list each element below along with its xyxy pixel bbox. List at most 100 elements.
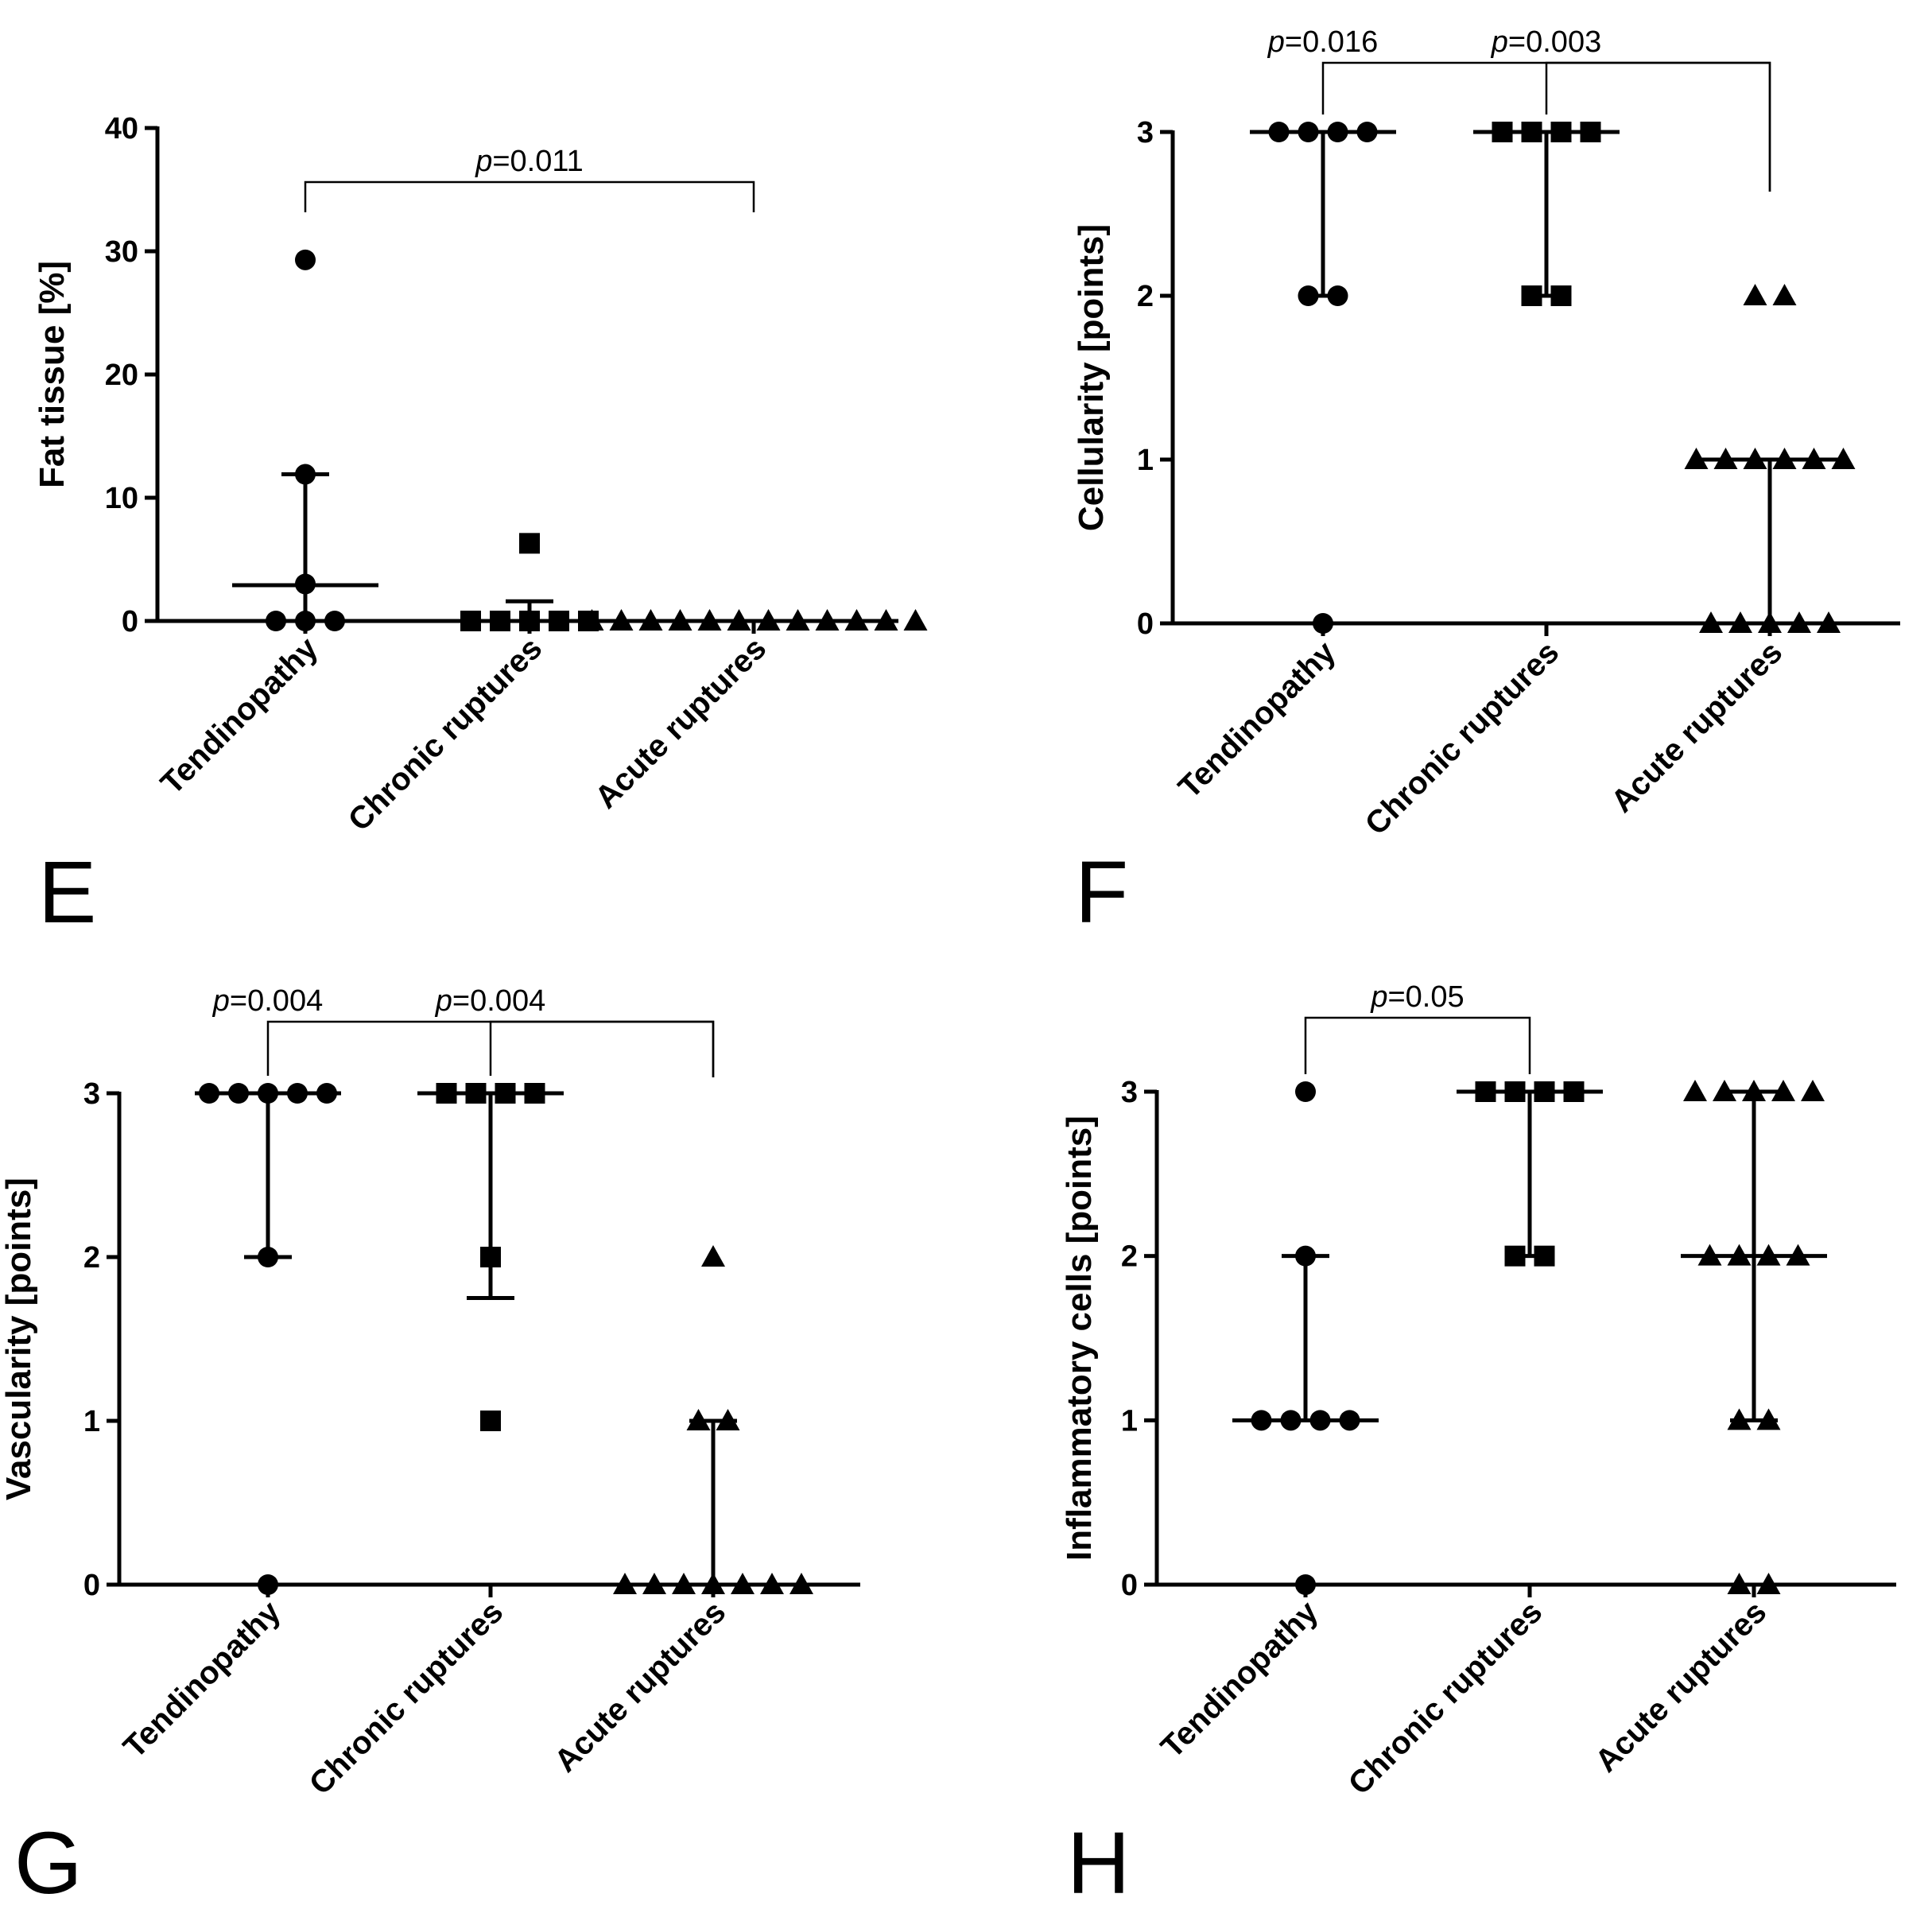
- series-chronic-ruptures: [460, 533, 599, 631]
- data-point-triangle: [1713, 448, 1738, 469]
- data-point-triangle: [686, 1409, 711, 1430]
- y-tick-label: 0: [1121, 1569, 1138, 1602]
- category-label: Chronic ruptures: [342, 631, 549, 838]
- category-label: Tendinopathy: [154, 631, 325, 801]
- p-symbol: p: [212, 984, 230, 1018]
- data-point-circle: [258, 1083, 278, 1104]
- data-point-square: [1475, 1081, 1496, 1102]
- data-point-triangle: [1771, 1080, 1795, 1101]
- data-point-triangle: [1756, 1573, 1781, 1594]
- y-tick-label: 40: [105, 112, 138, 146]
- y-tick-label: 20: [105, 359, 138, 392]
- chart-panel-H: 0 1 2 3 Tendinopathy Chronic ruptures Acute ru…: [1060, 980, 1896, 1912]
- data-point-square: [1534, 1245, 1555, 1267]
- data-point-triangle: [701, 1245, 725, 1267]
- series-chronic-ruptures: [1475, 1081, 1585, 1267]
- data-point-circle: [295, 573, 316, 595]
- y-tick-label: 2: [1137, 280, 1154, 313]
- chart-panel-G: 0 1 2 3 Tendinopathy Chronic ruptures Acute ru…: [0, 984, 860, 1912]
- series-acute-ruptures: [613, 1245, 813, 1594]
- data-point-triangle: [1743, 448, 1767, 469]
- data-point-triangle: [1743, 284, 1767, 305]
- data-point-square: [436, 1083, 457, 1104]
- series-tendinopathy: [266, 249, 345, 631]
- data-point-triangle: [716, 1409, 740, 1430]
- data-point-triangle: [1756, 1244, 1781, 1266]
- data-point-circle: [295, 464, 316, 485]
- data-point-square: [519, 611, 540, 631]
- data-point-triangle: [1728, 611, 1752, 633]
- data-point-triangle: [1684, 448, 1709, 469]
- data-point-triangle: [727, 609, 751, 631]
- data-point-triangle: [756, 609, 781, 631]
- data-point-square: [1492, 122, 1513, 142]
- y-tick-label: 0: [122, 605, 138, 638]
- y-axis-label: Inflammatory cells [points]: [1060, 1116, 1099, 1561]
- y-tick-label: 3: [83, 1077, 100, 1111]
- data-point-circle: [258, 1247, 278, 1267]
- series-tendinopathy: [1251, 1081, 1360, 1595]
- data-point-square: [495, 1083, 516, 1104]
- p-symbol: p: [475, 145, 492, 178]
- data-point-triangle: [1758, 611, 1782, 633]
- bracket-line: [304, 180, 755, 212]
- p-value-label: p=0.011: [475, 145, 584, 178]
- data-point-triangle: [701, 1573, 725, 1594]
- data-point-triangle: [672, 1573, 696, 1594]
- data-point-circle: [287, 1083, 308, 1104]
- data-point-circle: [1295, 1081, 1316, 1102]
- data-point-circle: [1280, 1410, 1302, 1431]
- data-point-triangle: [1727, 1244, 1752, 1266]
- p-symbol: p: [1491, 25, 1508, 59]
- data-point-triangle: [1699, 611, 1723, 633]
- y-tick-label: 2: [83, 1241, 100, 1275]
- data-point-triangle: [1831, 448, 1856, 469]
- data-point-circle: [1268, 122, 1290, 142]
- y-axis-label: Cellularity [points]: [1072, 224, 1111, 531]
- data-point-square: [1580, 122, 1601, 142]
- data-point-triangle: [760, 1573, 784, 1594]
- data-point-circle: [316, 1083, 337, 1104]
- p-value-label: p=0.05: [1370, 980, 1464, 1014]
- data-point-square: [524, 1083, 545, 1104]
- data-point-triangle: [1802, 448, 1826, 469]
- data-point-square: [1563, 1081, 1585, 1102]
- p-value: =0.05: [1387, 980, 1464, 1014]
- data-point-triangle: [1727, 1408, 1752, 1430]
- data-point-circle: [1295, 1574, 1316, 1595]
- data-point-circle: [1298, 285, 1319, 306]
- series-chronic-ruptures: [436, 1083, 545, 1431]
- data-point-circle: [1251, 1410, 1272, 1431]
- data-point-triangle: [668, 609, 692, 631]
- data-point-circle: [1327, 285, 1348, 306]
- error-bar-group: [1457, 1089, 1603, 1259]
- data-point-square: [1534, 1081, 1555, 1102]
- data-point-triangle: [1756, 1408, 1781, 1430]
- category-label: Acute ruptures: [1589, 1594, 1773, 1779]
- category-label: Chronic ruptures: [1342, 1594, 1550, 1802]
- category-label: Tendinopathy: [1154, 1594, 1325, 1765]
- y-axis-label: Vascularity [points]: [0, 1178, 38, 1500]
- data-point-triangle: [1697, 1244, 1722, 1266]
- y-tick-label: 3: [1137, 116, 1154, 149]
- data-point-circle: [295, 249, 316, 270]
- p-symbol: p: [435, 984, 452, 1018]
- data-point-triangle: [1817, 611, 1841, 633]
- y-tick-label: 0: [83, 1569, 100, 1602]
- panel-letter: F: [1075, 844, 1128, 941]
- error-bar-group: [1232, 1254, 1379, 1422]
- data-point-circle: [1309, 1410, 1331, 1431]
- data-point-triangle: [844, 609, 869, 631]
- data-point-triangle: [580, 609, 604, 631]
- data-point-triangle: [1772, 448, 1797, 469]
- data-point-triangle: [874, 609, 898, 631]
- data-point-square: [1504, 1245, 1526, 1267]
- significance-bracket: p=0.003: [1491, 25, 1771, 192]
- series-tendinopathy: [199, 1083, 337, 1595]
- data-point-triangle: [815, 609, 840, 631]
- error-bar-group: [1697, 457, 1843, 626]
- p-value: =0.004: [230, 984, 323, 1018]
- error-bar-group: [232, 472, 378, 623]
- p-symbol: p: [1370, 980, 1387, 1014]
- bracket-line: [1304, 1016, 1531, 1074]
